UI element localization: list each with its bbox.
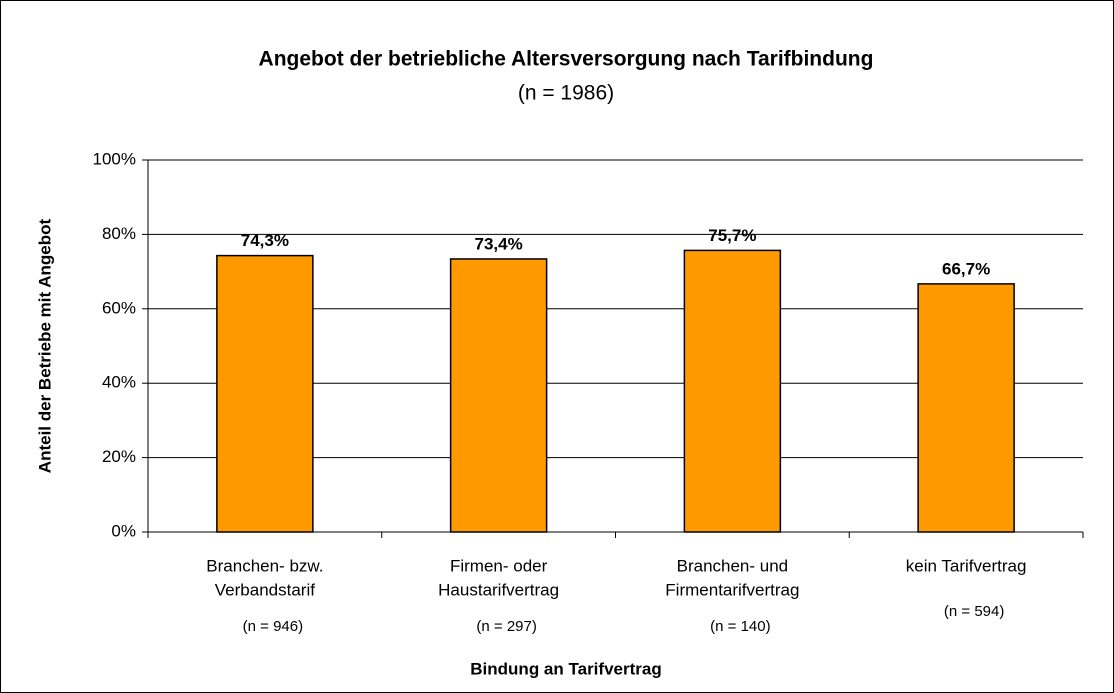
chart-subtitle: (n = 1986) bbox=[518, 82, 614, 105]
data-label: 66,7% bbox=[942, 259, 990, 278]
bar bbox=[683, 249, 782, 533]
x-tick-label: Firmen- oder bbox=[450, 556, 548, 575]
y-tick-label: 100% bbox=[93, 149, 136, 168]
x-tick-label: Firmentarifvertrag bbox=[665, 580, 799, 599]
x-tick-label: (n = 140) bbox=[710, 618, 770, 635]
data-label: 75,7% bbox=[708, 226, 756, 245]
x-tick-label: Verbandstarif bbox=[215, 580, 315, 599]
x-tick-label: (n = 946) bbox=[243, 618, 303, 635]
x-tick-label: Haustarifvertrag bbox=[438, 580, 559, 599]
bar bbox=[449, 258, 548, 533]
bar bbox=[917, 283, 1015, 533]
chart-title: Angebot der betriebliche Altersversorgun… bbox=[259, 48, 874, 71]
y-tick-label: 20% bbox=[102, 447, 136, 466]
y-tick-label: 0% bbox=[111, 521, 136, 540]
y-axis-label: Anteil der Betriebe mit Angebot bbox=[35, 218, 54, 473]
x-tick-label: (n = 594) bbox=[944, 603, 1004, 620]
x-tick-label: Branchen- und bbox=[677, 556, 789, 575]
y-tick-label: 40% bbox=[102, 373, 136, 392]
y-tick-label: 80% bbox=[102, 224, 136, 243]
data-label: 73,4% bbox=[475, 234, 523, 253]
x-tick-label: Branchen- bzw. bbox=[206, 556, 323, 575]
y-tick-label: 60% bbox=[102, 298, 136, 317]
data-label: 74,3% bbox=[241, 231, 289, 250]
x-tick-label: (n = 297) bbox=[476, 618, 536, 635]
x-tick-label: kein Tarifvertrag bbox=[906, 556, 1027, 575]
x-axis-label: Bindung an Tarifvertrag bbox=[470, 659, 661, 678]
bar bbox=[216, 254, 314, 533]
